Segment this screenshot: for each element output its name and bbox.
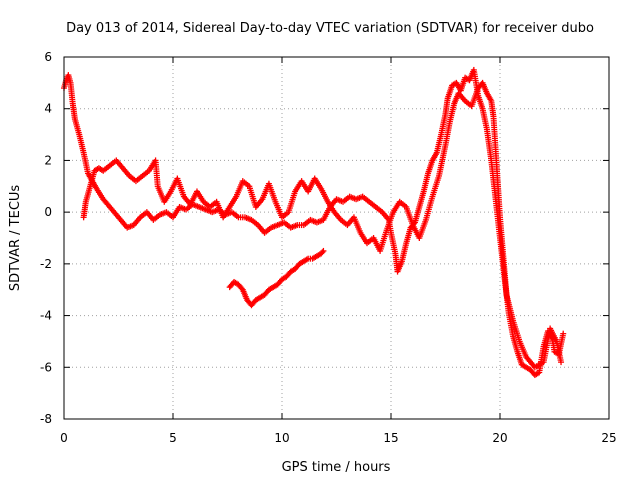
x-axis-label: GPS time / hours bbox=[282, 460, 391, 475]
y-tick-label: -8 bbox=[40, 412, 52, 426]
data-point bbox=[238, 285, 245, 292]
y-tick-label: -4 bbox=[40, 309, 52, 323]
data-points bbox=[61, 66, 567, 379]
y-tick-label: 4 bbox=[44, 102, 52, 116]
y-axis-label: SDTVAR / TECUs bbox=[8, 185, 23, 292]
y-tick-label: 2 bbox=[44, 153, 52, 167]
x-tick-label: 25 bbox=[601, 431, 616, 445]
plot-frame bbox=[63, 56, 610, 420]
y-tick-label: 6 bbox=[44, 50, 52, 64]
ticks: 0 5 10 15 20 25 -8 -6 -4 -2 0 2 4 6 bbox=[40, 50, 617, 445]
x-tick-label: 10 bbox=[274, 431, 289, 445]
x-tick-label: 0 bbox=[60, 431, 68, 445]
y-tick-label: -6 bbox=[40, 360, 52, 374]
data-point bbox=[558, 359, 565, 366]
y-tick-label: 0 bbox=[44, 205, 52, 219]
x-tick-label: 5 bbox=[169, 431, 177, 445]
x-tick-label: 15 bbox=[383, 431, 398, 445]
data-point bbox=[319, 249, 326, 256]
data-point bbox=[320, 247, 327, 254]
chart-title: Day 013 of 2014, Sidereal Day-to-day VTE… bbox=[66, 21, 594, 36]
y-tick-label: -2 bbox=[40, 257, 52, 271]
data-point bbox=[560, 330, 567, 337]
x-tick-label: 20 bbox=[492, 431, 507, 445]
